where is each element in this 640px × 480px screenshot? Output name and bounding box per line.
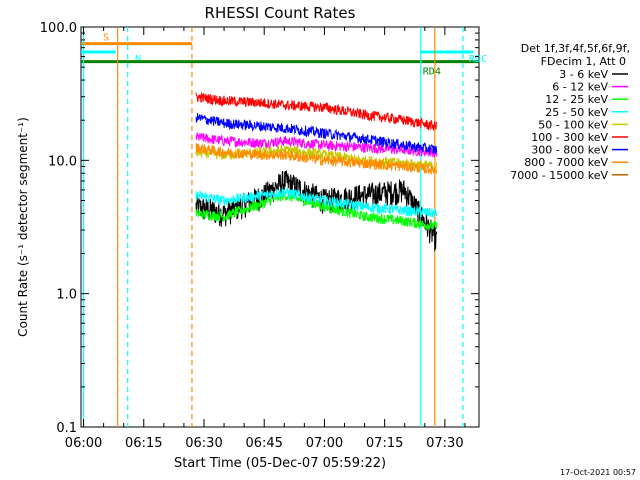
legend-label: 800 - 7000 keV [524, 156, 608, 169]
series-lines [195, 91, 438, 252]
x-tick-label: 07:30 [426, 436, 463, 451]
legend-label: 300 - 800 keV [531, 144, 608, 157]
x-axis: 06:00 06:15 06:30 06:45 07:00 07:15 07:30 [65, 27, 466, 451]
y-tick-label: 0.1 [56, 421, 77, 436]
legend-label: 50 - 100 keV [538, 118, 608, 131]
chart-title: RHESSI Count Rates [205, 4, 356, 22]
y-tick-label: 10.0 [48, 154, 77, 169]
legend-label: 25 - 50 keV [545, 106, 608, 119]
legend-label: 3 - 6 keV [559, 68, 608, 81]
timestamp: 17-Oct-2021 00:57 [560, 468, 636, 477]
series-line-800-7000keV [195, 142, 438, 175]
x-tick-label: 06:00 [65, 436, 102, 451]
series-line-12-25keV [195, 190, 438, 231]
x-tick-label: 06:15 [125, 436, 162, 451]
flag-bars: S N RD4 RDC [81, 33, 487, 78]
flag-label: N [135, 54, 141, 65]
y-tick-label: 1.0 [56, 288, 77, 303]
legend-label: 7000 - 15000 keV [510, 169, 608, 182]
x-axis-label: Start Time (05-Dec-07 05:59:22) [174, 456, 386, 471]
legend-header-line-2: FDecim 1, Att 0 [541, 55, 626, 68]
series-line-6-12keV [195, 132, 438, 158]
series-line-300-800keV [195, 112, 438, 155]
x-tick-label: 06:30 [185, 436, 222, 451]
x-tick-label: 06:45 [245, 436, 282, 451]
legend-label: 100 - 300 keV [531, 131, 608, 144]
legend-header-line-1: Det 1f,3f,4f,5f,6f,9f, [521, 42, 630, 55]
flag-label: RDC [469, 54, 487, 65]
series-line-3-6keV [195, 170, 438, 252]
vertical-markers [82, 27, 464, 427]
x-tick-label: 07:00 [306, 436, 343, 451]
y-axis: 0.1 1.0 10.0 100.0 [40, 21, 479, 436]
x-tick-label: 07:15 [366, 436, 403, 451]
flag-label: RD4 [423, 67, 441, 78]
flag-label: S [103, 33, 109, 44]
series-line-25-50keV [195, 187, 438, 218]
y-axis-label: Count Rate (s⁻¹ detector segment⁻¹) [16, 117, 30, 337]
legend-label: 12 - 25 keV [545, 93, 608, 106]
legend-label: 6 - 12 keV [552, 81, 608, 94]
plot-frame [80, 26, 480, 428]
y-tick-label: 100.0 [40, 21, 77, 36]
series-line-100-300keV [195, 91, 438, 132]
